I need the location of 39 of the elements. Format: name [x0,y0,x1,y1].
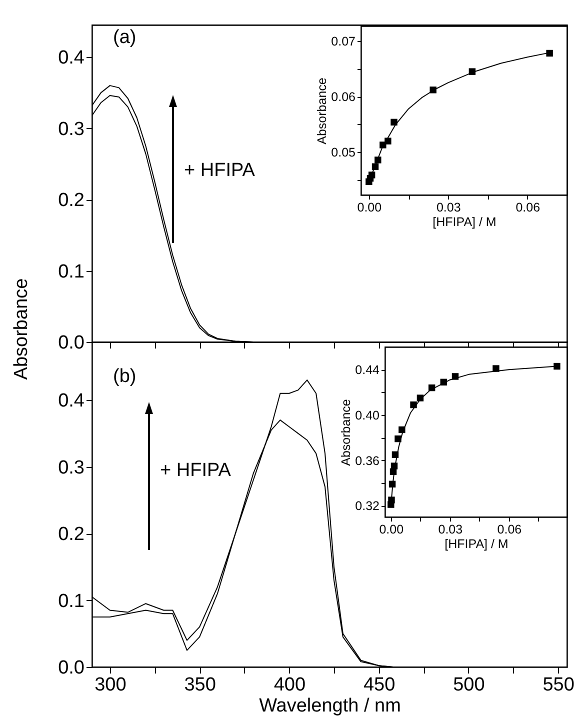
y-tick-label: 0.0 [58,658,84,678]
x-tick-label: 450 [363,674,396,696]
y-tick-label: 0.0 [58,332,84,354]
y-tick-label: 0.2 [58,524,84,546]
x-tick-label: 350 [184,674,216,696]
x-tick-label: 300 [94,674,126,696]
y-tick-label: 0.32 [355,499,380,514]
x-axis-title: Wavelength / nm [259,696,401,716]
x-tick-label: 0.03 [438,522,463,536]
y-tick-label: 0.3 [58,118,84,140]
annotation: (a) [113,27,136,49]
x-tick-label: 0.06 [516,200,540,214]
y-tick-label: 0.40 [355,408,380,422]
y-tick-label: 0.4 [58,390,85,412]
x-axis-title: [HFIPA] / M [432,215,496,229]
y-tick-label: 0.1 [58,261,84,282]
annotation: (b) [113,366,136,388]
x-tick-label: 500 [453,674,485,696]
annotation: + HFIPA [184,160,255,182]
annotation: + HFIPA [160,460,231,482]
y-tick-label: 0.4 [58,48,85,69]
y-tick-label: 0.07 [331,34,356,49]
x-axis-title: [HFIPA] / M [444,537,508,551]
y-tick-label: 0.2 [58,190,84,212]
y-axis-title: Absorbance [11,278,33,380]
x-tick-label: 0.03 [436,200,461,214]
y-tick-label: 0.06 [331,90,356,104]
x-tick-label: 0.06 [497,522,522,536]
y-axis-title: Absorbance [315,78,330,144]
y-tick-label: 0.05 [331,146,356,160]
y-tick-label: 0.44 [355,363,380,378]
y-tick-label: 0.3 [58,457,84,478]
x-tick-label: 0.00 [379,522,404,536]
x-tick-label: 400 [274,674,306,696]
y-axis-title: Absorbance [339,399,354,466]
x-tick-label: 0.00 [357,200,382,214]
y-tick-label: 0.1 [58,590,84,612]
x-tick-label: 550 [542,674,574,696]
y-tick-label: 0.36 [355,454,380,468]
